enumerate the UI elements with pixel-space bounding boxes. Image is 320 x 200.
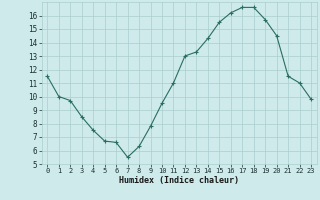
X-axis label: Humidex (Indice chaleur): Humidex (Indice chaleur) — [119, 176, 239, 185]
